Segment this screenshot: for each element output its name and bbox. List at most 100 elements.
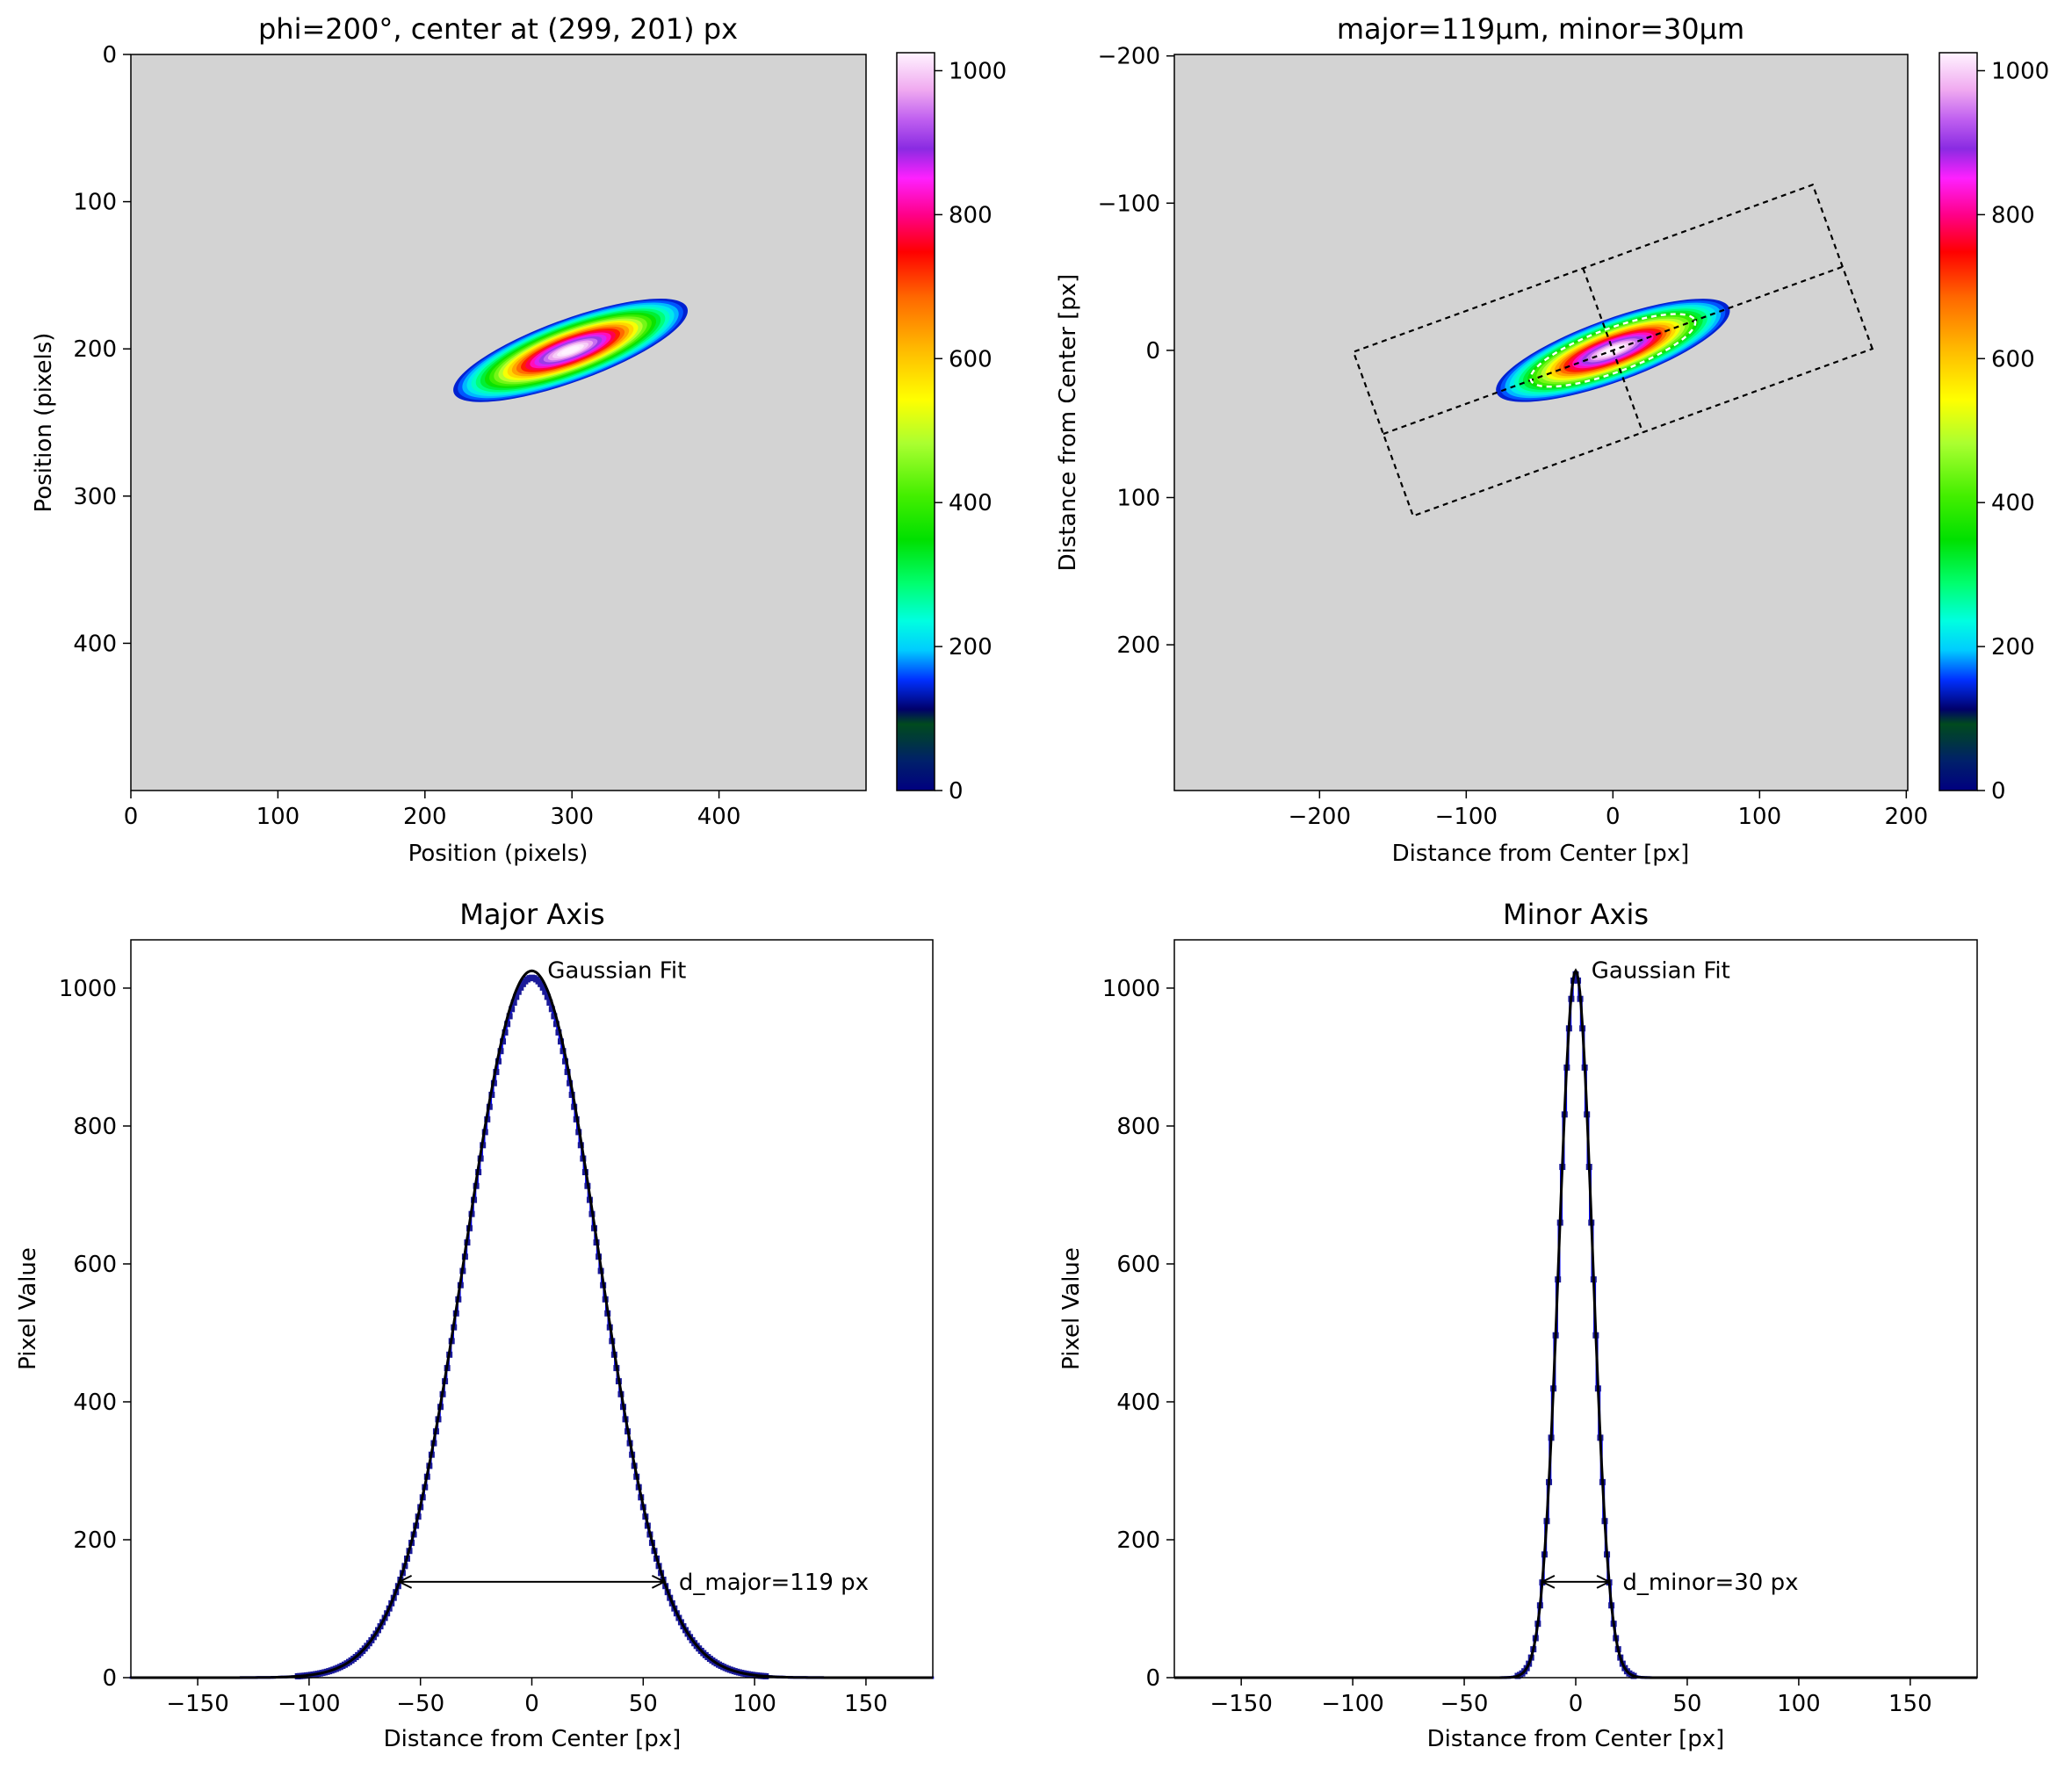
y-tick-label: 600 bbox=[73, 1252, 117, 1278]
x-tick-label: −100 bbox=[1435, 804, 1498, 830]
x-tick-label: 0 bbox=[1569, 1691, 1584, 1717]
measured-point bbox=[500, 1038, 507, 1045]
x-tick-label: 0 bbox=[124, 804, 139, 830]
measured-point bbox=[551, 1013, 558, 1020]
colorbar-tick-label: 600 bbox=[1991, 346, 2035, 372]
x-tick-label: −50 bbox=[396, 1691, 444, 1717]
measured-point bbox=[510, 999, 517, 1006]
colorbar-tick-label: 0 bbox=[1991, 778, 2006, 805]
x-tick-label: 50 bbox=[1672, 1691, 1701, 1717]
x-tick-label: −150 bbox=[1209, 1691, 1272, 1717]
colorbar-tick-label: 1000 bbox=[949, 58, 1007, 84]
gaussian-fit-label: Gaussian Fit bbox=[547, 957, 686, 984]
measured-point bbox=[506, 1013, 513, 1020]
y-tick-label: −200 bbox=[1098, 44, 1160, 70]
y-tick-label: 600 bbox=[1116, 1252, 1160, 1278]
y-tick-label: 1000 bbox=[1102, 976, 1160, 1002]
y-tick-label: 200 bbox=[1116, 1527, 1160, 1554]
heatmap-panel-2: major=119µm, minor=30µm −200 −100 0 100 200 … bbox=[1055, 12, 2049, 867]
panel-4-y-ticks: 0 200 400 600 800 1000 bbox=[1102, 976, 1174, 1692]
panel-2-x-ticks: −200 −100 0 100 200 bbox=[1289, 791, 1929, 830]
measured-point bbox=[538, 980, 545, 987]
integration-rectangle bbox=[1352, 183, 1874, 517]
panel-2-colorbar bbox=[1938, 52, 1978, 791]
y-tick-label: 0 bbox=[1145, 338, 1160, 365]
y-tick-label: 400 bbox=[1116, 1390, 1160, 1416]
y-tick-label: 200 bbox=[73, 336, 117, 363]
major-axis-panel: Major Axis Gaussian Fit d_major=119 px −1… bbox=[15, 898, 935, 1752]
panel-1-title: phi=200°, center at (299, 201) px bbox=[258, 12, 738, 46]
x-tick-label: 300 bbox=[550, 804, 594, 830]
x-tick-label: 200 bbox=[1885, 804, 1929, 830]
colorbar-tick-label: 600 bbox=[949, 346, 993, 372]
y-tick-label: 300 bbox=[73, 484, 117, 510]
colorbar-tick-label: 400 bbox=[1991, 490, 2035, 516]
panel-2-y-ticks: −200 −100 0 100 200 bbox=[1098, 44, 1174, 659]
y-tick-label: 800 bbox=[73, 1114, 117, 1140]
panel-2-x-label: Distance from Center [px] bbox=[1392, 841, 1690, 867]
y-tick-label: 200 bbox=[73, 1527, 117, 1554]
panel-2-frame bbox=[1173, 54, 1909, 791]
beam-contour bbox=[566, 348, 575, 353]
y-tick-label: 200 bbox=[1116, 632, 1160, 659]
panel-1-x-ticks: 0 100 200 300 400 bbox=[124, 791, 741, 830]
x-tick-label: −50 bbox=[1440, 1691, 1489, 1717]
panel-1-y-ticks: 0 100 200 300 400 bbox=[73, 42, 131, 657]
x-tick-label: 400 bbox=[697, 804, 741, 830]
panel-1-colorbar-ticks: 0 200 400 600 800 1000 bbox=[935, 58, 1007, 805]
y-tick-label: 0 bbox=[102, 42, 117, 69]
measured-point bbox=[1572, 971, 1579, 978]
colorbar-tick-label: 400 bbox=[949, 490, 993, 516]
y-tick-label: 100 bbox=[73, 190, 117, 216]
measured-point bbox=[502, 1029, 509, 1036]
x-tick-label: 50 bbox=[629, 1691, 658, 1717]
x-tick-label: −100 bbox=[278, 1691, 340, 1717]
measured-point bbox=[539, 984, 546, 991]
panel-1-x-label: Position (pixels) bbox=[408, 841, 588, 867]
measured-point bbox=[504, 1021, 511, 1028]
panel-1-colorbar bbox=[896, 52, 935, 791]
panel-3-y-ticks: 0 200 400 600 800 1000 bbox=[59, 976, 131, 1692]
panel-3-x-label: Distance from Center [px] bbox=[384, 1726, 682, 1752]
y-tick-label: 0 bbox=[102, 1665, 117, 1692]
x-tick-label: 0 bbox=[524, 1691, 539, 1717]
arrow-head-left bbox=[397, 1574, 413, 1589]
arrow-head-right bbox=[651, 1574, 667, 1589]
minor-axis-line bbox=[1582, 268, 1644, 433]
y-tick-label: −100 bbox=[1098, 191, 1160, 217]
panel-1-plot-area bbox=[131, 54, 866, 791]
measured-point bbox=[517, 984, 524, 991]
x-tick-label: 0 bbox=[1606, 804, 1621, 830]
panel-2-title: major=119µm, minor=30µm bbox=[1337, 12, 1744, 46]
x-tick-label: 150 bbox=[1888, 1691, 1932, 1717]
measured-point bbox=[552, 1021, 560, 1028]
measured-point bbox=[546, 999, 553, 1006]
panel-1-beam bbox=[453, 299, 688, 402]
fit-ellipse bbox=[1529, 313, 1697, 388]
x-tick-label: −150 bbox=[166, 1691, 228, 1717]
panel-2-overlay bbox=[1352, 183, 1874, 517]
measured-point bbox=[509, 1006, 516, 1013]
panel-3-annotations: Gaussian Fit d_major=119 px bbox=[397, 957, 869, 1596]
y-tick-label: 0 bbox=[1145, 1665, 1160, 1692]
y-tick-label: 1000 bbox=[59, 976, 117, 1002]
panel-4-x-ticks: −150 −100 −50 0 50 100 150 bbox=[1209, 1678, 1932, 1717]
arrow-head-right bbox=[1596, 1574, 1612, 1589]
diameter-label: d_minor=30 px bbox=[1622, 1570, 1798, 1596]
panel-3-y-label: Pixel Value bbox=[15, 1247, 41, 1370]
panel-2-y-label: Distance from Center [px] bbox=[1055, 274, 1081, 572]
panel-1-y-label: Position (pixels) bbox=[31, 333, 57, 513]
arrow-head-left bbox=[1540, 1574, 1556, 1589]
y-tick-label: 400 bbox=[73, 631, 117, 657]
x-tick-label: 200 bbox=[403, 804, 447, 830]
x-tick-label: −100 bbox=[1321, 1691, 1383, 1717]
panel-2-colorbar-ticks: 0 200 400 600 800 1000 bbox=[1977, 58, 2049, 805]
diameter-label: d_major=119 px bbox=[679, 1570, 869, 1596]
colorbar-tick-label: 800 bbox=[1991, 202, 2035, 228]
measured-point bbox=[515, 988, 522, 995]
panel-3-plot-area bbox=[131, 940, 933, 1678]
measured-point bbox=[548, 1006, 555, 1013]
heatmap-panel-1: phi=200°, center at (299, 201) px 0 100 20… bbox=[31, 12, 1007, 867]
measured-point bbox=[555, 1029, 562, 1036]
